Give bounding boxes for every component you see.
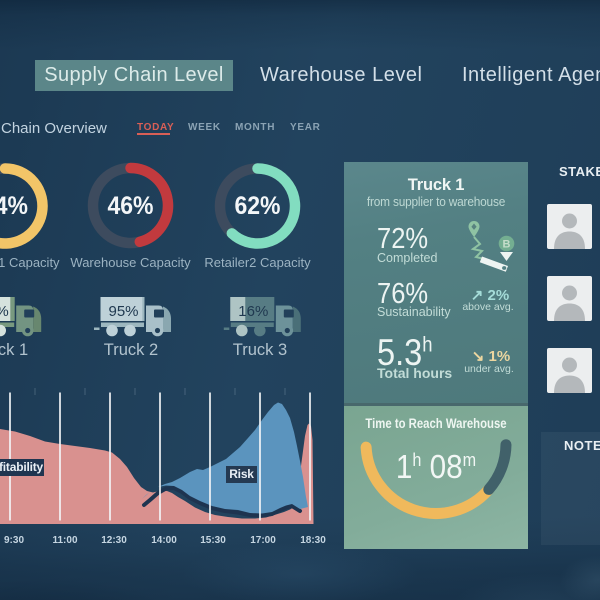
svg-text:95%: 95%	[108, 303, 138, 320]
svg-text:B: B	[503, 239, 511, 251]
svg-text:84%: 84%	[0, 192, 28, 220]
svg-text:84%: 84%	[0, 303, 9, 320]
svg-text:16%: 16%	[238, 303, 268, 320]
svg-text:46%: 46%	[107, 192, 153, 220]
svg-text:62%: 62%	[234, 192, 280, 220]
